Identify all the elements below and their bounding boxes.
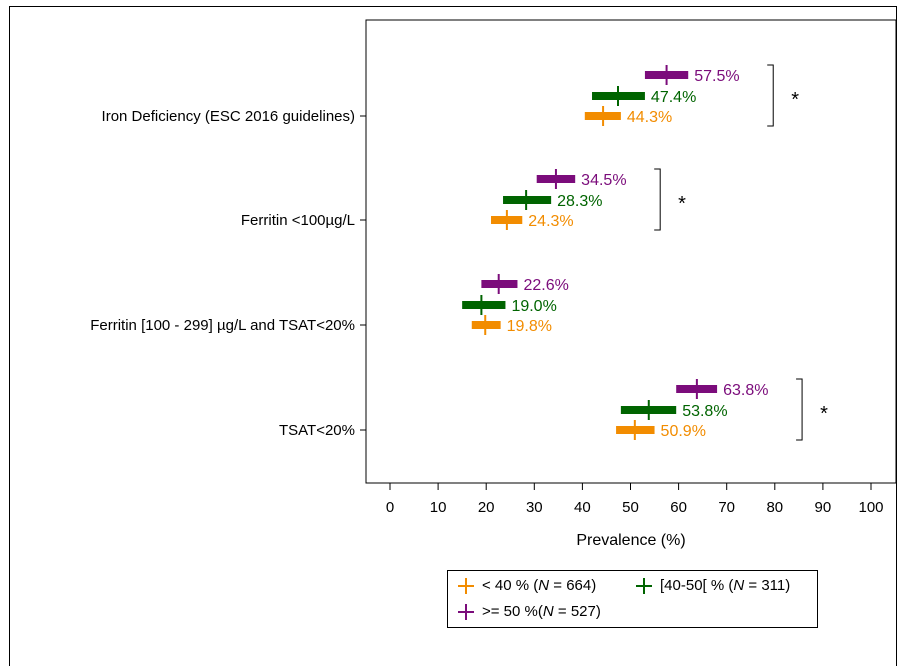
ci-bar-s1-c2 <box>462 301 506 309</box>
category-label-1: Ferritin <100µg/L <box>241 212 355 229</box>
x-tick-label-20: 20 <box>478 499 495 516</box>
legend-item-lt40: < 40 % (N = 664) <box>458 577 596 594</box>
x-tick-label-100: 100 <box>858 499 883 516</box>
x-tick-label-90: 90 <box>815 499 832 516</box>
significance-star-1: * <box>678 193 686 215</box>
value-label-s2-c0: 57.5% <box>694 68 739 85</box>
x-tick-label-80: 80 <box>766 499 783 516</box>
value-label-s0-c3: 50.9% <box>661 423 706 440</box>
x-axis-label: Prevalence (%) <box>576 532 685 549</box>
value-label-s1-c3: 53.8% <box>682 403 727 420</box>
legend-item-40-50: [40-50[ % (N = 311) <box>636 577 790 594</box>
x-tick-label-50: 50 <box>622 499 639 516</box>
value-label-s2-c3: 63.8% <box>723 382 768 399</box>
value-label-s2-c1: 34.5% <box>581 172 626 189</box>
x-tick-label-70: 70 <box>718 499 735 516</box>
significance-star-3: * <box>820 403 828 425</box>
value-label-s1-c1: 28.3% <box>557 193 602 210</box>
value-label-s1-c0: 47.4% <box>651 89 696 106</box>
category-label-0: Iron Deficiency (ESC 2016 guidelines) <box>102 108 355 125</box>
legend-marker-40-50 <box>636 577 652 594</box>
value-label-s1-c2: 19.0% <box>511 298 556 315</box>
value-label-s2-c2: 22.6% <box>523 277 568 294</box>
x-tick-label-0: 0 <box>386 499 394 516</box>
legend-label-ge50: >= 50 %(N = 527) <box>482 603 601 620</box>
legend: < 40 % (N = 664) [40-50[ % (N = 311) >= … <box>447 570 818 628</box>
legend-label-40-50: [40-50[ % (N = 311) <box>660 577 791 594</box>
value-label-s0-c0: 44.3% <box>627 109 672 126</box>
x-tick-label-40: 40 <box>574 499 591 516</box>
legend-marker-lt40 <box>458 577 474 594</box>
value-label-s0-c2: 19.8% <box>507 318 552 335</box>
significance-bracket-1 <box>654 168 661 231</box>
category-label-3: TSAT<20% <box>279 422 355 439</box>
significance-bracket-3 <box>796 378 803 441</box>
forest-plot: 0 10 20 30 40 50 60 70 80 90 100 Prevalence (%) Iron… <box>90 19 897 549</box>
legend-item-ge50: >= 50 %(N = 527) <box>458 603 601 620</box>
x-tick-label-30: 30 <box>526 499 543 516</box>
significance-bracket-0 <box>767 64 774 127</box>
x-tick-label-10: 10 <box>430 499 447 516</box>
legend-marker-ge50 <box>458 603 474 620</box>
legend-label-lt40: < 40 % (N = 664) <box>482 577 597 594</box>
category-label-2: Ferritin [100 - 299] µg/L and TSAT<20% <box>90 317 355 334</box>
value-label-s0-c1: 24.3% <box>528 213 573 230</box>
significance-star-0: * <box>791 89 799 111</box>
x-tick-label-60: 60 <box>670 499 687 516</box>
